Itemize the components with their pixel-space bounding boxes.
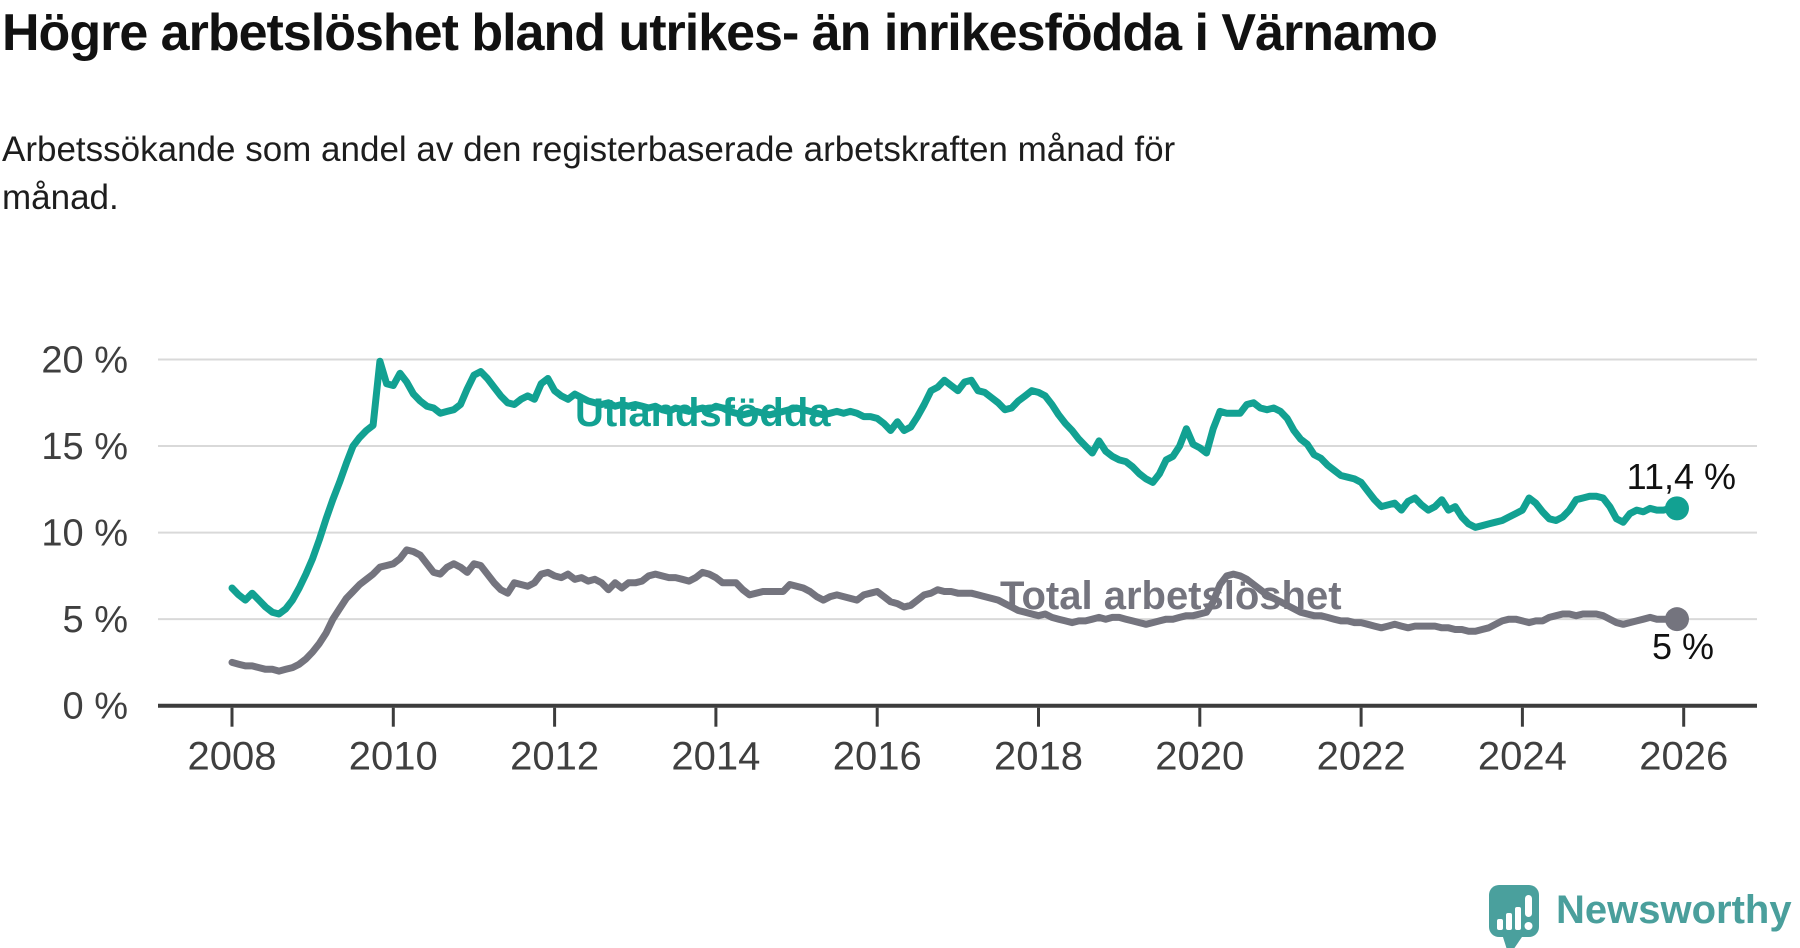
series-end-dot-0 <box>1664 496 1689 521</box>
x-tick-label-2010: 2010 <box>349 735 438 779</box>
x-tick-label-2008: 2008 <box>188 735 277 779</box>
end-value-label-utlandsfodda: 11,4 % <box>1626 456 1736 497</box>
series-line-0 <box>228 357 1681 618</box>
newsworthy-speech-bubble-chart-icon <box>1489 885 1539 948</box>
y-tick-label-10: 10 % <box>41 513 128 555</box>
series-label-total-arbetsloshet: Total arbetslöshet <box>1000 574 1342 618</box>
x-tick-label-2018: 2018 <box>994 735 1083 779</box>
series-end-dot-1 <box>1664 607 1689 632</box>
y-tick-label-5: 5 % <box>63 599 128 641</box>
x-tick-label-2020: 2020 <box>1155 735 1244 779</box>
y-tick-label-20: 20 % <box>41 340 128 382</box>
series-line-1 <box>228 546 1681 675</box>
y-tick-label-0: 0 % <box>63 686 128 728</box>
chart-subtitle: Arbetssökande som andel av den registerb… <box>2 126 1502 222</box>
chart-subtitle-line-1: Arbetssökande som andel av den registerb… <box>2 130 1176 169</box>
x-tick-label-2014: 2014 <box>671 735 760 779</box>
chart-title: Högre arbetslöshet bland utrikes- än inr… <box>2 4 1438 62</box>
x-tick-label-2024: 2024 <box>1478 735 1567 779</box>
series-label-utlandsfodda: Utlandsfödda <box>575 391 831 435</box>
x-tick-label-2016: 2016 <box>833 735 922 779</box>
newsworthy-logo: Newsworthy <box>1488 884 1792 948</box>
x-tick-label-2012: 2012 <box>510 735 599 779</box>
x-tick-label-2022: 2022 <box>1317 735 1406 779</box>
end-value-label-total: 5 % <box>1651 626 1715 667</box>
chart-subtitle-line-2: månad. <box>2 178 119 217</box>
x-tick-label-2026: 2026 <box>1639 735 1728 779</box>
newsworthy-logo-text: Newsworthy <box>1556 888 1792 932</box>
y-tick-label-15: 15 % <box>41 426 128 468</box>
